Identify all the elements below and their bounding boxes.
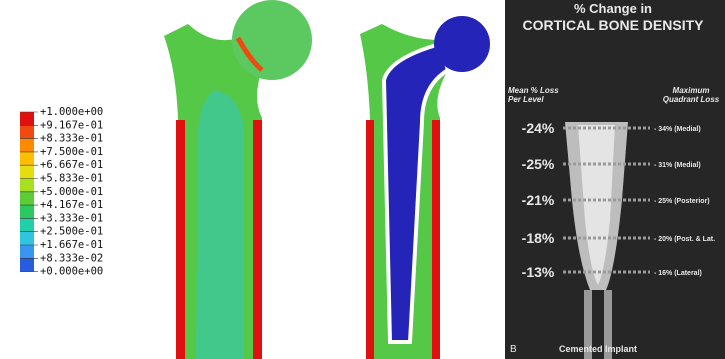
legend-label: +3.333e-01 (40, 212, 103, 224)
panel-title: CORTICAL BONE DENSITY (523, 17, 705, 33)
mean-loss: -24% (522, 120, 555, 136)
quadrant-loss: - 16% (Lateral) (654, 270, 702, 277)
mean-loss: -13% (522, 264, 555, 280)
legend-label: +8.333e-02 (40, 252, 103, 264)
legend-label: +5.000e-01 (40, 186, 103, 198)
quadrant-loss: - 25% (Posterior) (654, 198, 710, 205)
quadrant-loss: - 31% (Medial) (654, 162, 701, 169)
legend-swatch (20, 125, 34, 138)
legend-swatch (20, 179, 34, 192)
quadrant-loss: - 34% (Medial) (654, 126, 701, 133)
legend-label: +6.667e-01 (40, 159, 103, 171)
left-header: Mean % Loss Per Level (508, 86, 568, 104)
right-header: Maximum Quadrant Loss (660, 86, 722, 104)
legend-label: +4.167e-01 (40, 199, 103, 211)
legend-swatch (20, 205, 34, 218)
legend-label: +7.500e-01 (40, 146, 103, 158)
figure: +1.000e+00+9.167e-01 +8.333e-01+7.500e-01… (0, 0, 725, 359)
legend-label: +8.333e-01 (40, 133, 103, 145)
caption: Cemented Implant (559, 344, 637, 354)
legend-label: +9.167e-01 (40, 119, 103, 131)
panel-title: % Change in (574, 1, 652, 16)
legend-swatch (20, 192, 34, 205)
legend-swatch (20, 139, 34, 152)
mean-loss: -18% (522, 230, 555, 246)
femur-contour (164, 0, 312, 359)
legend-swatch (20, 152, 34, 165)
bone-density-panel: % Change in CORTICAL BONE DENSITY Mean %… (505, 0, 725, 359)
legend-swatch (20, 245, 34, 258)
legend-swatch (20, 232, 34, 245)
legend-label: +1.667e-01 (40, 239, 103, 251)
femur-implant-contour (360, 16, 490, 359)
legend-label: +2.500e-01 (40, 226, 103, 238)
legend-swatch (20, 112, 34, 125)
mean-loss: -21% (522, 192, 555, 208)
panel-letter: B (510, 344, 517, 355)
legend-swatch (20, 258, 34, 271)
legend-swatch (20, 218, 34, 231)
mean-loss: -25% (522, 156, 555, 172)
quadrant-loss: - 20% (Post. & Lat. (654, 236, 715, 243)
legend-label: +5.833e-01 (40, 173, 103, 185)
color-legend: +1.000e+00+9.167e-01 +8.333e-01+7.500e-01… (20, 106, 103, 278)
right-header-box: Maximum Quadrant Loss (660, 86, 722, 112)
legend-swatch (20, 165, 34, 178)
left-header-box: Mean % Loss Per Level (508, 86, 568, 112)
legend-label: +0.000e+00 (40, 266, 103, 278)
legend-label: +1.000e+00 (40, 106, 103, 118)
